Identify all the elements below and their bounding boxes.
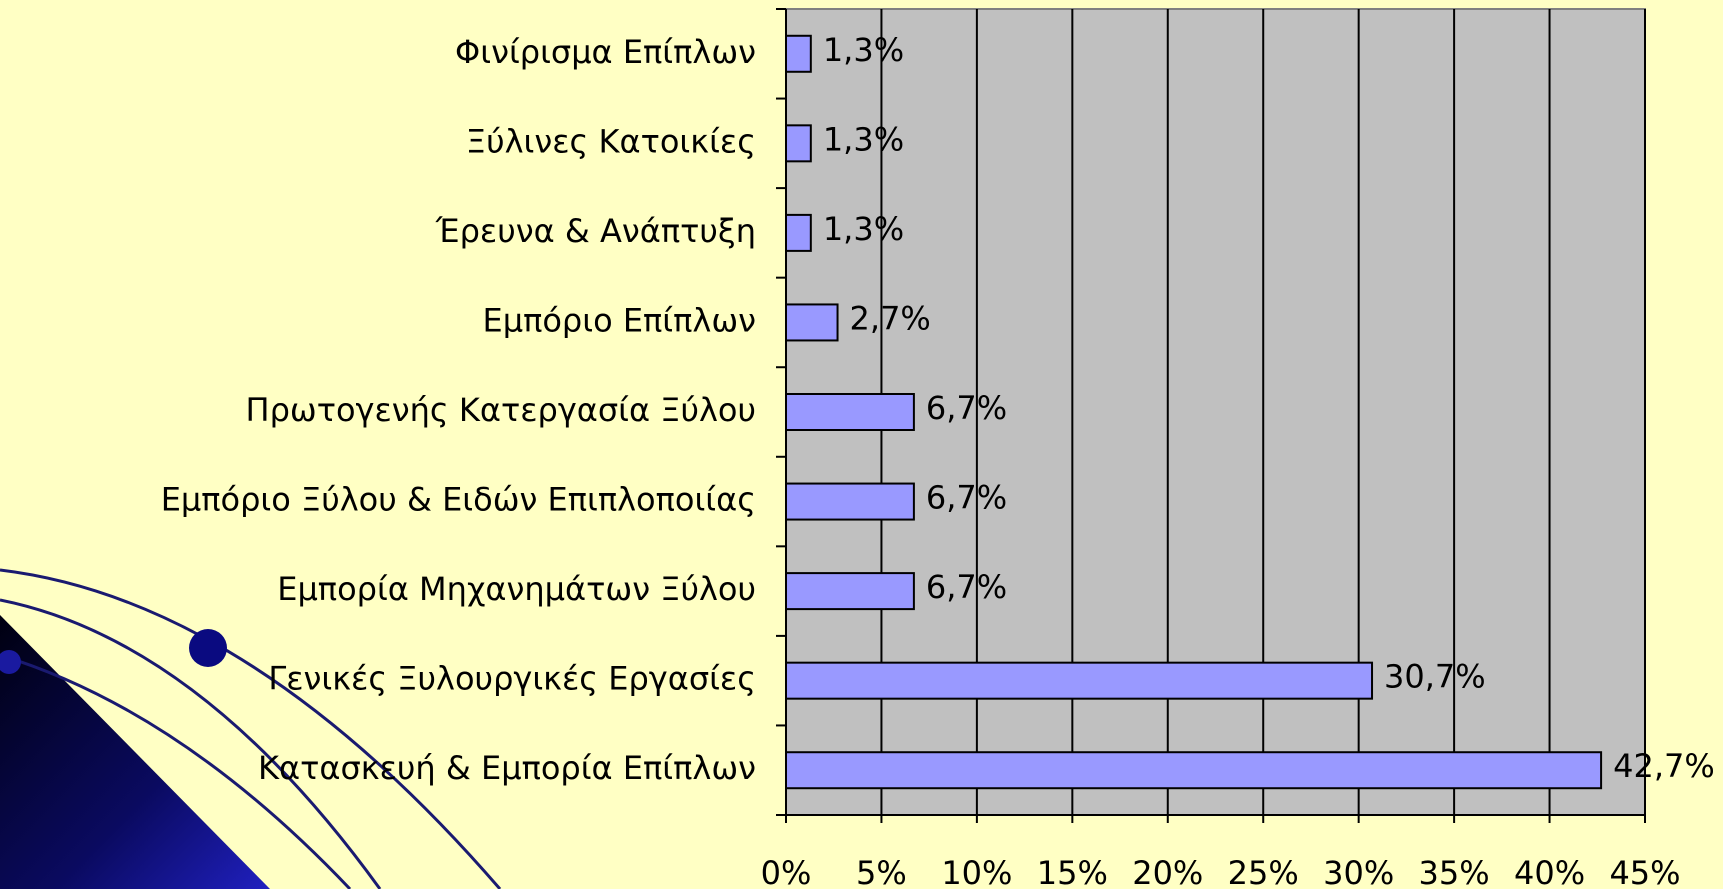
x-tick-label: 25% xyxy=(1228,854,1299,889)
decoration xyxy=(0,568,502,889)
bar xyxy=(785,213,812,252)
y-tick-label: Εμπόριο Ξύλου & Ειδών Επιπλοποιίας xyxy=(161,481,756,519)
value-label: 1,3% xyxy=(823,120,904,158)
value-label: 2,7% xyxy=(850,299,931,337)
value-label: 42,7% xyxy=(1613,747,1715,785)
y-tick-label: Γενικές Ξυλουργικές Εργασίες xyxy=(268,660,756,698)
value-label: 6,7% xyxy=(926,479,1007,517)
x-tick-label: 35% xyxy=(1419,854,1490,889)
bar xyxy=(785,572,915,611)
bar xyxy=(785,482,915,521)
x-tick-label: 20% xyxy=(1132,854,1203,889)
value-label: 1,3% xyxy=(823,31,904,69)
x-tick-label: 15% xyxy=(1037,854,1108,889)
x-tick-label: 30% xyxy=(1323,854,1394,889)
bar xyxy=(785,751,1603,790)
x-tick-label: 5% xyxy=(856,854,907,889)
y-tick-label: Φινίρισμα Επίπλων xyxy=(455,33,756,71)
x-tick-label: 10% xyxy=(941,854,1012,889)
y-tick-label: Εμπόριο Επίπλων xyxy=(483,301,757,339)
value-label: 1,3% xyxy=(823,210,904,248)
bar xyxy=(785,124,812,163)
value-label: 30,7% xyxy=(1384,658,1486,696)
y-tick-label: Κατασκευή & Εμπορία Επίπλων xyxy=(258,749,756,787)
y-tick-label: Πρωτογενής Κατεργασία Ξύλου xyxy=(246,391,756,429)
bar xyxy=(785,303,839,342)
x-tick-label: 45% xyxy=(1609,854,1680,889)
value-label: 6,7% xyxy=(926,389,1007,427)
y-tick-label: Ξύλινες Κατοικίες xyxy=(466,122,756,160)
bar xyxy=(785,34,812,73)
bar xyxy=(785,393,915,431)
x-tick-label: 0% xyxy=(761,854,812,889)
bar xyxy=(785,661,1374,700)
x-tick-label: 40% xyxy=(1514,854,1585,889)
y-tick-label: Εμπορία Μηχανημάτων Ξύλου xyxy=(277,570,756,608)
value-label: 6,7% xyxy=(926,568,1007,606)
y-tick-label: Έρευνα & Ανάπτυξη xyxy=(435,212,756,250)
